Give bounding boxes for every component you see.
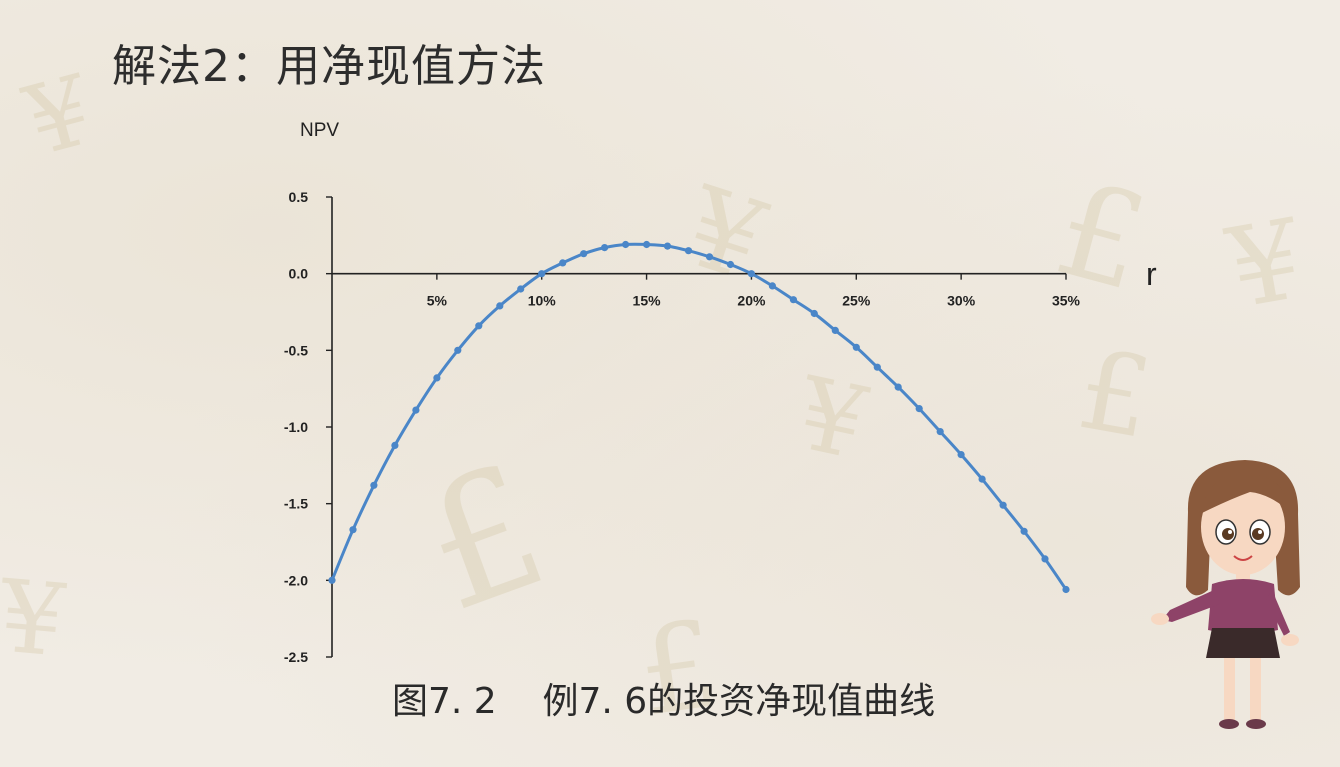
x-tick-group: 5% 10% 15% 20% 25% 30% 35%	[427, 273, 1081, 309]
x-tick-label: 30%	[947, 293, 976, 309]
npv-data-point	[517, 285, 525, 293]
npv-data-point	[999, 501, 1007, 509]
y-tick-label: -0.5	[284, 342, 308, 358]
npv-data-point	[684, 247, 693, 255]
presenter-skirt	[1206, 628, 1280, 658]
axes	[331, 197, 1066, 657]
npv-data-point	[1062, 585, 1070, 594]
npv-data-point	[705, 253, 714, 261]
npv-data-point	[978, 475, 986, 483]
y-tick-label: -2.0	[284, 572, 308, 588]
x-tick-label: 25%	[842, 293, 871, 309]
npv-data-point	[873, 363, 881, 371]
npv-data-point	[789, 296, 798, 304]
npv-data-point	[831, 326, 839, 334]
y-axis-label: NPV	[300, 120, 339, 141]
y-tick-label: 0.5	[289, 189, 309, 205]
npv-data-point	[957, 451, 965, 459]
npv-data-point	[454, 346, 462, 354]
x-tick-label: 20%	[737, 293, 766, 309]
npv-data-point	[768, 282, 777, 290]
x-tick-label: 15%	[633, 293, 662, 309]
npv-data-point	[852, 343, 860, 351]
npv-data-point	[936, 428, 944, 436]
presenter-right-leg	[1250, 658, 1261, 720]
y-tick-label: -1.5	[284, 496, 308, 512]
npv-data-point	[328, 576, 336, 584]
x-tick-label: 35%	[1052, 293, 1081, 309]
npv-data-point	[475, 322, 483, 330]
presenter-top	[1208, 579, 1278, 634]
npv-data-point	[601, 244, 609, 252]
npv-data-point	[391, 441, 399, 449]
figure-caption: 图7. 2 例7. 6的投资净现值曲线	[392, 681, 936, 722]
npv-data-point	[663, 242, 672, 250]
npv-data-point	[559, 259, 567, 267]
npv-data-point	[810, 309, 818, 318]
npv-data-point	[433, 374, 441, 382]
presenter-mouth	[1233, 555, 1253, 561]
npv-data-point	[538, 270, 546, 278]
y-tick-label: -2.5	[284, 649, 308, 665]
x-tick-label: 10%	[528, 293, 557, 309]
presenter-right-arm	[1266, 590, 1290, 636]
y-tick-group: 0.5 0.0 -0.5 -1.0 -1.5 -2.0 -2.5	[284, 189, 332, 665]
npv-data-point	[412, 406, 420, 414]
presenter-left-arm	[1162, 590, 1220, 622]
presenter-bangs	[1200, 473, 1290, 514]
x-tick-label: 5%	[427, 293, 448, 309]
series-layer	[328, 240, 1070, 594]
y-tick-label: -1.0	[284, 419, 308, 435]
npv-data-point	[370, 481, 378, 489]
npv-data-point	[915, 405, 923, 413]
npv-data-point	[643, 240, 651, 249]
presenter-left-leg	[1224, 658, 1235, 720]
npv-data-point	[1020, 527, 1028, 535]
npv-data-point	[747, 270, 756, 278]
slide-title: 解法2：用净现值方法	[112, 41, 546, 92]
x-axis-label: r	[1146, 256, 1157, 292]
npv-data-point	[622, 240, 630, 249]
npv-data-point	[349, 526, 357, 534]
presenter-illustration	[1151, 460, 1300, 729]
y-tick-label: 0.0	[289, 266, 309, 282]
npv-data-point	[894, 383, 902, 391]
npv-data-point	[496, 302, 504, 310]
npv-data-point	[726, 260, 735, 269]
npv-data-point	[1041, 555, 1049, 563]
npv-data-point	[580, 250, 588, 258]
